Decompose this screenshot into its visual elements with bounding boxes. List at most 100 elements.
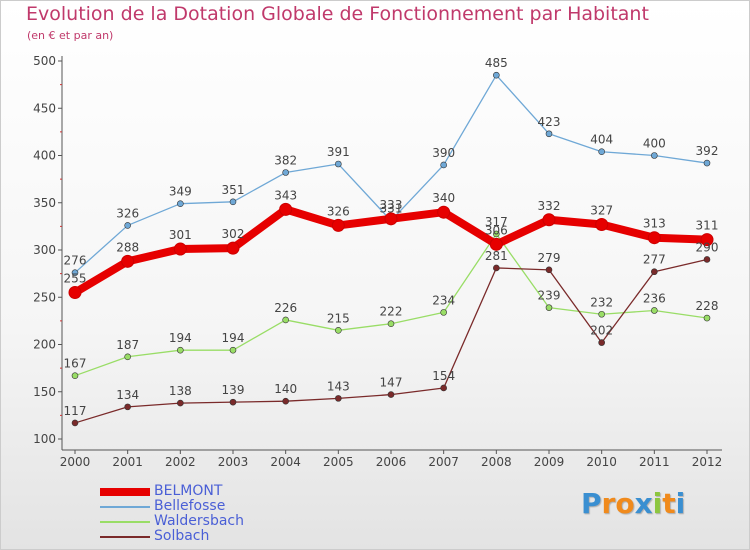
logo-letter: i (675, 487, 686, 520)
data-label-solbach: 290 (696, 240, 719, 254)
series-line-bellefosse (74, 74, 708, 274)
data-label-waldersbach: 317 (485, 215, 508, 229)
data-label-belmont: 255 (64, 272, 87, 286)
data-point-bellefosse (71, 269, 79, 276)
data-point-bellefosse (598, 148, 605, 156)
data-point-belmont (121, 254, 135, 268)
data-point-bellefosse (177, 200, 184, 207)
x-tick-label: 2009 (534, 455, 565, 469)
data-label-belmont: 326 (327, 204, 350, 218)
data-point-bellefosse (440, 161, 447, 169)
x-tick-label: 2006 (376, 455, 407, 469)
legend-swatch-belmont (100, 488, 150, 496)
data-label-waldersbach: 222 (380, 305, 403, 319)
data-label-belmont: 306 (485, 223, 508, 237)
data-point-waldersbach (545, 304, 553, 311)
data-point-waldersbach (124, 353, 131, 361)
data-label-belmont: 301 (169, 228, 192, 242)
chart-title: Evolution de la Dotation Globale de Fonc… (26, 3, 649, 25)
data-point-belmont (437, 205, 451, 219)
data-label-belmont: 332 (538, 199, 561, 213)
data-point-bellefosse (229, 198, 237, 206)
data-label-waldersbach: 232 (590, 295, 613, 309)
data-label-bellefosse: 382 (274, 154, 297, 168)
data-point-waldersbach (440, 309, 447, 316)
data-label-belmont: 340 (432, 191, 455, 205)
y-tick-label: 450 (33, 101, 56, 115)
proxiti-logo: Proxiti (581, 487, 685, 520)
y-tick-label: 400 (33, 149, 56, 163)
x-tick-label: 2000 (60, 455, 91, 469)
data-point-bellefosse (651, 152, 658, 159)
data-label-belmont: 311 (696, 219, 719, 233)
data-point-solbach (124, 403, 131, 411)
data-label-bellefosse: 392 (696, 144, 719, 158)
data-point-waldersbach (282, 316, 289, 324)
data-label-belmont: 327 (590, 203, 613, 217)
data-label-solbach: 134 (116, 388, 139, 402)
data-label-belmont: 343 (274, 188, 297, 202)
data-point-waldersbach (493, 230, 500, 238)
data-label-waldersbach: 215 (327, 311, 350, 325)
y-tick-label: 250 (33, 290, 56, 304)
data-label-solbach: 154 (432, 369, 455, 383)
data-label-belmont: 333 (380, 198, 403, 212)
data-label-bellefosse: 276 (64, 254, 87, 268)
data-point-solbach (651, 268, 658, 276)
data-point-waldersbach (651, 307, 658, 314)
data-point-bellefosse (545, 130, 553, 138)
data-point-belmont (595, 217, 609, 231)
data-label-bellefosse: 404 (590, 133, 613, 147)
data-point-waldersbach (229, 346, 237, 354)
logo-letter: t (662, 487, 676, 520)
data-label-bellefosse: 351 (222, 183, 245, 197)
data-point-bellefosse (493, 71, 500, 79)
data-label-solbach: 139 (222, 383, 245, 397)
data-label-belmont: 302 (222, 227, 245, 241)
logo-letter: P (581, 487, 602, 520)
data-label-waldersbach: 236 (643, 291, 666, 305)
legend-swatch-bellefosse (100, 506, 150, 508)
x-tick-label: 2012 (692, 455, 723, 469)
data-point-solbach (703, 256, 711, 263)
data-label-belmont: 313 (643, 217, 666, 231)
data-point-belmont (489, 237, 503, 251)
data-point-solbach (598, 339, 605, 346)
data-label-solbach: 140 (274, 382, 297, 396)
data-point-solbach (493, 264, 500, 272)
data-point-belmont (68, 286, 82, 300)
legend-label-belmont: BELMONT (154, 483, 223, 499)
data-label-waldersbach: 167 (64, 357, 87, 371)
data-point-solbach (545, 266, 553, 274)
data-point-waldersbach (71, 372, 79, 379)
data-label-bellefosse: 390 (432, 146, 455, 160)
data-label-bellefosse: 423 (538, 115, 561, 129)
legend-swatch-solbach (100, 536, 150, 538)
data-point-solbach (440, 384, 447, 392)
x-tick-label: 2001 (112, 455, 143, 469)
data-label-waldersbach: 187 (116, 338, 139, 352)
data-label-waldersbach: 239 (538, 289, 561, 303)
data-label-bellefosse: 485 (485, 56, 508, 70)
data-label-bellefosse: 391 (327, 145, 350, 159)
legend-swatch-waldersbach (100, 521, 150, 523)
logo-letter: o (615, 487, 635, 520)
data-point-belmont (384, 212, 398, 226)
data-label-waldersbach: 194 (169, 331, 192, 345)
data-label-solbach: 143 (327, 379, 350, 393)
y-tick-label: 300 (33, 243, 56, 257)
y-tick-label: 350 (33, 196, 56, 210)
data-point-bellefosse (282, 169, 289, 176)
legend: BELMONT Bellefosse Waldersbach Solbach (100, 483, 300, 544)
legend-item-solbach: Solbach (100, 528, 300, 544)
data-point-belmont (279, 202, 293, 216)
data-label-solbach: 117 (64, 404, 87, 418)
data-label-waldersbach: 228 (696, 299, 719, 313)
data-label-bellefosse: 349 (169, 185, 192, 199)
y-tick-label: 500 (33, 54, 56, 68)
legend-label-bellefosse: Bellefosse (154, 498, 226, 514)
data-point-solbach (177, 399, 184, 407)
x-tick-label: 2008 (481, 455, 512, 469)
x-tick-label: 2004 (270, 455, 301, 469)
logo-letter: i (652, 487, 663, 520)
